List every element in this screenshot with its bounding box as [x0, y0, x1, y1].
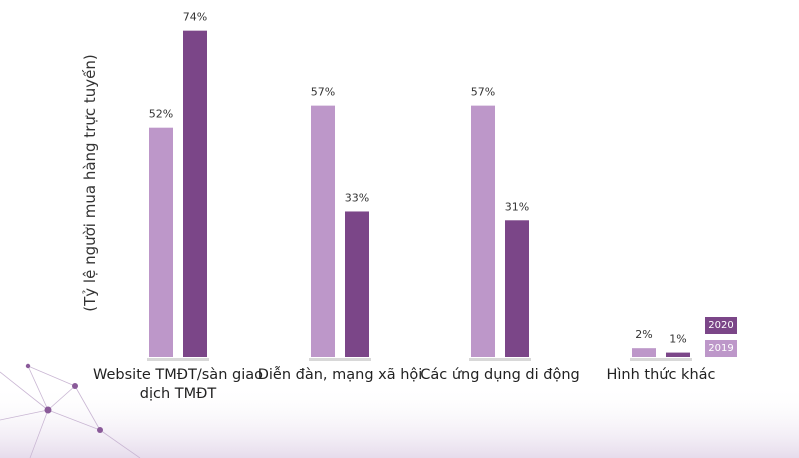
bar-2020-0	[183, 30, 207, 357]
legend-item-2020: 2020	[705, 317, 737, 334]
data-label-2020-0: 74%	[183, 11, 207, 24]
bar-2019-1	[311, 105, 335, 357]
bar-2019-0	[149, 127, 173, 358]
data-label-2019-0: 52%	[149, 108, 173, 121]
bar-2020-3	[666, 352, 690, 357]
category-label-website: Website TMĐT/sàn giao dịch TMĐT	[93, 367, 263, 402]
data-label-2019-1: 57%	[311, 86, 335, 99]
data-label-2019-2: 57%	[471, 86, 495, 99]
data-label-2020-3: 1%	[669, 333, 686, 346]
data-label-2020-2: 31%	[505, 200, 529, 213]
bar-2020-1	[345, 211, 369, 357]
bar-2020-2	[505, 220, 529, 357]
bar-2019-3	[632, 348, 656, 357]
legend-item-2019: 2019	[705, 340, 737, 357]
baseline-segment	[630, 358, 692, 361]
data-label-2019-3: 2%	[635, 328, 652, 341]
bar-2019-2	[471, 105, 495, 357]
baseline-segment	[469, 358, 531, 361]
y-axis-label: (Tỷ lệ người mua hàng trực tuyến)	[81, 54, 99, 312]
baseline-segment	[309, 358, 371, 361]
baseline-segment	[147, 358, 209, 361]
category-label-forum-social: Diễn đàn, mạng xã hội	[257, 367, 423, 383]
category-label-mobile-apps: Các ứng dụng di động	[420, 367, 580, 383]
data-label-2020-1: 33%	[345, 191, 369, 204]
category-label-other: Hình thức khác	[606, 367, 716, 383]
